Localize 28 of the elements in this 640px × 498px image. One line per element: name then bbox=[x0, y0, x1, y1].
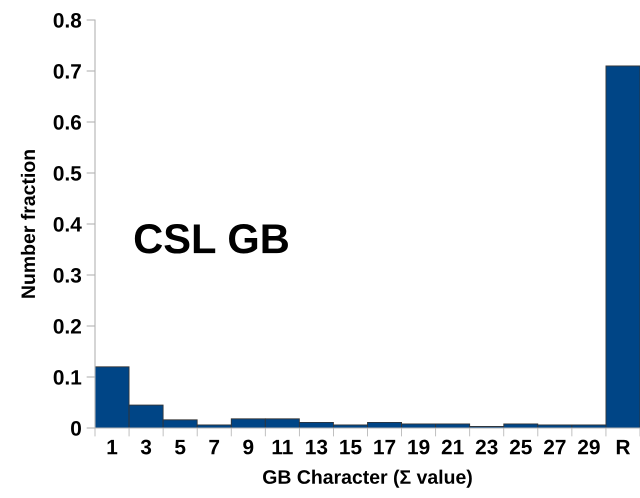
x-tick-label: 3 bbox=[140, 440, 152, 454]
x-tick-label: 29 bbox=[578, 440, 600, 454]
x-tick-label: 19 bbox=[408, 440, 430, 454]
y-tick-label: 0.1 bbox=[54, 370, 82, 385]
y-tick-label: 0 bbox=[71, 421, 81, 436]
x-tick-label: 9 bbox=[243, 440, 254, 454]
x-tick-label: 21 bbox=[442, 440, 464, 454]
x-tick-label: 11 bbox=[272, 440, 293, 454]
x-tick-label: 5 bbox=[175, 440, 186, 454]
y-tick-label: 0.3 bbox=[54, 268, 82, 283]
x-tick-label: 17 bbox=[374, 440, 396, 454]
x-tick-label: R bbox=[616, 440, 630, 454]
y-tick-label: 0.6 bbox=[54, 115, 82, 130]
x-tick-label: 15 bbox=[340, 440, 362, 454]
x-tick-label: 1 bbox=[108, 440, 118, 454]
y-axis-title: Number fraction bbox=[20, 150, 36, 298]
x-tick-label: 13 bbox=[306, 440, 328, 454]
y-tick-label: 0.4 bbox=[54, 217, 82, 232]
y-tick-label: 0.2 bbox=[54, 319, 81, 334]
x-tick-label: 25 bbox=[510, 440, 532, 454]
y-tick-label: 0.5 bbox=[54, 166, 82, 181]
y-tick-label: 0.7 bbox=[54, 64, 81, 79]
annotation: CSL GB bbox=[134, 224, 288, 254]
x-tick-label: 27 bbox=[544, 440, 566, 454]
x-tick-label: 7 bbox=[209, 440, 220, 454]
y-tick-label: 0.8 bbox=[54, 13, 82, 28]
x-axis-title: GB Character (Σ value) bbox=[263, 470, 472, 488]
x-tick-label: 23 bbox=[476, 440, 498, 454]
